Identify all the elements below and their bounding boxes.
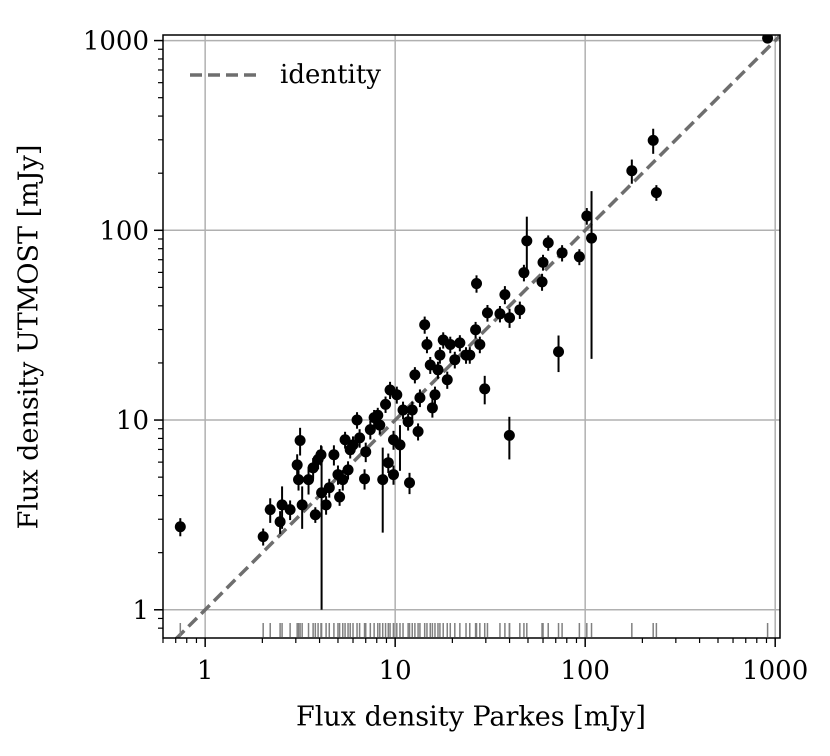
data-point [374,419,386,431]
legend-label: identity [280,60,381,90]
data-point [364,424,376,436]
data-point [464,349,476,361]
data-point [542,237,554,249]
data-point [359,473,371,485]
data-point [391,389,403,401]
x-axis-label: Flux density Parkes [mJy] [296,702,646,733]
data-point [521,235,533,247]
data-point [537,256,549,268]
y-tick-label: 100 [99,216,149,246]
data-point [354,432,366,444]
data-point [499,289,511,301]
data-point [303,474,315,486]
data-point [444,339,456,351]
data-point [503,429,515,441]
plot-area [163,35,780,638]
data-point [650,187,662,199]
data-point [406,404,418,416]
data-point [474,339,486,351]
data-point [387,469,399,481]
data-point [337,474,349,486]
data-point [284,504,296,516]
data-point [647,134,659,146]
data-point [762,35,774,44]
data-point [479,383,491,395]
data-point [264,504,276,516]
data-point [409,369,421,381]
x-tick-label: 1000 [742,656,808,686]
y-tick-label: 1 [132,596,149,626]
data-point [421,339,433,351]
data-point [414,392,426,404]
data-point [504,312,516,324]
y-tick-label: 1000 [83,27,149,57]
data-point [402,416,414,428]
data-point [441,374,453,386]
data-point [470,324,482,336]
data-point [328,449,340,461]
data-point [382,457,394,469]
data-point [556,247,568,259]
data-point [536,276,548,288]
data-point [351,414,363,426]
data-point [429,389,441,401]
data-point [626,165,638,177]
data-point [412,426,424,438]
y-tick-label: 10 [116,406,149,436]
data-point [360,446,372,458]
data-point [294,435,306,447]
data-point [481,307,493,319]
identity-line [174,35,780,638]
data-point [174,521,186,533]
data-point [419,319,431,331]
data-point [320,499,332,511]
legend: identity [190,60,381,90]
data-point [454,337,466,349]
data-point [334,491,346,503]
data-point [377,474,389,486]
data-point [323,482,335,494]
data-point [380,398,392,410]
data-point [553,346,565,358]
data-point [394,439,406,451]
data-point [274,516,286,528]
data-point [307,462,319,474]
data-point [293,474,305,486]
data-point [426,402,438,414]
data-point [586,232,598,244]
data-point [372,409,384,421]
data-point [296,499,308,511]
y-axis-label: Flux density UTMOST [mJy] [14,145,45,530]
marks [174,35,780,638]
data-point [404,477,416,489]
grid [163,35,780,638]
data-point [471,278,483,290]
x-tick-label: 100 [560,656,610,686]
data-point [397,404,409,416]
data-point [276,499,288,511]
x-tick-label: 10 [379,656,412,686]
data-point [342,464,354,476]
data-point [339,434,351,446]
data-point [434,349,446,361]
data-point [581,210,593,222]
data-point [257,531,269,543]
x-tick-label: 1 [197,656,214,686]
data-point [573,251,585,263]
axes: 1 10 100 1000 1 10 100 1000 [83,27,808,686]
data-point [347,439,359,451]
data-point [291,459,303,471]
data-point [494,308,506,320]
data-point [309,509,321,521]
data-point [432,364,444,376]
data-point [514,304,526,316]
plot-frame [162,34,781,639]
data-point [449,354,461,366]
